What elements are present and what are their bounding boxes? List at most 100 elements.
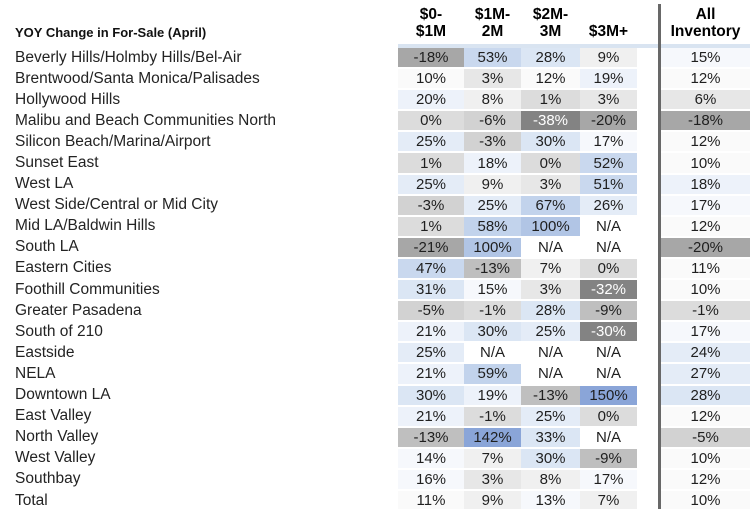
value-cell-0-1m: 21% xyxy=(398,406,464,428)
value-cell-2m-3m: 28% xyxy=(521,48,580,70)
row-spacer xyxy=(637,322,661,344)
value-cell-all-inventory: 11% xyxy=(661,258,750,281)
row-label: Total xyxy=(0,490,398,509)
row-label: Downtown LA xyxy=(0,385,398,407)
row-spacer xyxy=(637,69,661,91)
value-cell-1m-2m: 53% xyxy=(464,48,521,70)
row-spacer xyxy=(637,216,661,238)
value-cell-all-inventory: 12% xyxy=(661,469,750,491)
header-underline xyxy=(521,44,580,48)
value-cell-2m-3m: 12% xyxy=(521,69,580,91)
row-label: South of 210 xyxy=(0,322,398,344)
value-cell-1m-2m: 9% xyxy=(464,490,521,509)
column-header-all-inventory: All Inventory xyxy=(661,3,750,42)
value-cell-1m-2m: 58% xyxy=(464,216,521,238)
value-cell-1m-2m: 9% xyxy=(464,174,521,196)
value-cell-all-inventory: -1% xyxy=(661,301,750,323)
column-header-0-1m: $0- $1M xyxy=(398,3,464,42)
row-spacer xyxy=(637,364,661,386)
value-cell-3m-plus: 3% xyxy=(580,90,637,112)
value-cell-2m-3m: 30% xyxy=(521,448,580,470)
value-cell-0-1m: 21% xyxy=(398,364,464,386)
value-cell-1m-2m: 30% xyxy=(464,322,521,344)
row-label: NELA xyxy=(0,364,398,386)
value-cell-3m-plus: 150% xyxy=(580,385,637,407)
value-cell-2m-3m: 30% xyxy=(521,132,580,154)
row-spacer xyxy=(637,469,661,491)
row-spacer xyxy=(637,111,661,133)
row-label: West Side/Central or Mid City xyxy=(0,195,398,217)
value-cell-all-inventory: 18% xyxy=(661,174,750,196)
row-spacer xyxy=(637,48,661,70)
row-label: Mid LA/Baldwin Hills xyxy=(0,216,398,238)
value-cell-3m-plus: N/A xyxy=(580,237,637,259)
value-cell-all-inventory: 27% xyxy=(661,364,750,386)
row-label: Sunset East xyxy=(0,153,398,175)
value-cell-2m-3m: 0% xyxy=(521,153,580,175)
header-spacer xyxy=(637,3,661,42)
row-label: North Valley xyxy=(0,427,398,449)
value-cell-0-1m: 11% xyxy=(398,490,464,509)
row-spacer xyxy=(637,301,661,323)
value-cell-3m-plus: 17% xyxy=(580,132,637,154)
value-cell-all-inventory: 12% xyxy=(661,216,750,238)
value-cell-3m-plus: -9% xyxy=(580,301,637,323)
value-cell-3m-plus: 19% xyxy=(580,69,637,91)
value-cell-3m-plus: 17% xyxy=(580,469,637,491)
value-cell-0-1m: 20% xyxy=(398,90,464,112)
value-cell-all-inventory: -5% xyxy=(661,427,750,449)
value-cell-2m-3m: 100% xyxy=(521,216,580,238)
column-header-3m-plus: $3M+ xyxy=(580,3,637,42)
row-spacer xyxy=(637,174,661,196)
value-cell-1m-2m: 7% xyxy=(464,448,521,470)
row-label: Greater Pasadena xyxy=(0,301,398,323)
value-cell-2m-3m: 33% xyxy=(521,427,580,449)
row-spacer xyxy=(637,427,661,449)
value-cell-1m-2m: -3% xyxy=(464,132,521,154)
column-header-line2: 2M xyxy=(481,22,504,40)
row-label: West LA xyxy=(0,174,398,196)
value-cell-1m-2m: -6% xyxy=(464,111,521,133)
value-cell-1m-2m: 8% xyxy=(464,90,521,112)
value-cell-3m-plus: -9% xyxy=(580,448,637,470)
row-label: Southbay xyxy=(0,469,398,491)
column-header-line2: $1M xyxy=(415,22,447,40)
row-label: Beverly Hills/Holmby Hills/Bel-Air xyxy=(0,48,398,70)
value-cell-3m-plus: 9% xyxy=(580,48,637,70)
row-spacer xyxy=(637,90,661,112)
value-cell-3m-plus: -32% xyxy=(580,280,637,302)
row-spacer xyxy=(637,258,661,281)
value-cell-0-1m: 47% xyxy=(398,258,464,281)
value-cell-3m-plus: -30% xyxy=(580,322,637,344)
value-cell-0-1m: 10% xyxy=(398,69,464,91)
value-cell-all-inventory: 10% xyxy=(661,280,750,302)
value-cell-1m-2m: 19% xyxy=(464,385,521,407)
value-cell-2m-3m: 3% xyxy=(521,174,580,196)
value-cell-1m-2m: 100% xyxy=(464,237,521,259)
value-cell-0-1m: -3% xyxy=(398,195,464,217)
value-cell-0-1m: 1% xyxy=(398,216,464,238)
column-divider xyxy=(658,4,661,509)
value-cell-all-inventory: -18% xyxy=(661,111,750,133)
value-cell-all-inventory: 10% xyxy=(661,448,750,470)
value-cell-1m-2m: 25% xyxy=(464,195,521,217)
value-cell-0-1m: -18% xyxy=(398,48,464,70)
value-cell-all-inventory: 6% xyxy=(661,90,750,112)
column-header-line1: All xyxy=(695,6,716,23)
row-spacer xyxy=(637,490,661,509)
row-spacer xyxy=(637,385,661,407)
value-cell-2m-3m: N/A xyxy=(521,237,580,259)
row-label: Eastern Cities xyxy=(0,258,398,281)
value-cell-1m-2m: N/A xyxy=(464,343,521,365)
value-cell-all-inventory: 10% xyxy=(661,153,750,175)
header-underline xyxy=(398,44,464,48)
column-header-line1: $0- xyxy=(419,6,443,23)
value-cell-2m-3m: 1% xyxy=(521,90,580,112)
value-cell-0-1m: 1% xyxy=(398,153,464,175)
row-label: South LA xyxy=(0,237,398,259)
value-cell-all-inventory: 12% xyxy=(661,69,750,91)
value-cell-2m-3m: 3% xyxy=(521,280,580,302)
value-cell-2m-3m: N/A xyxy=(521,364,580,386)
value-cell-3m-plus: 7% xyxy=(580,490,637,509)
